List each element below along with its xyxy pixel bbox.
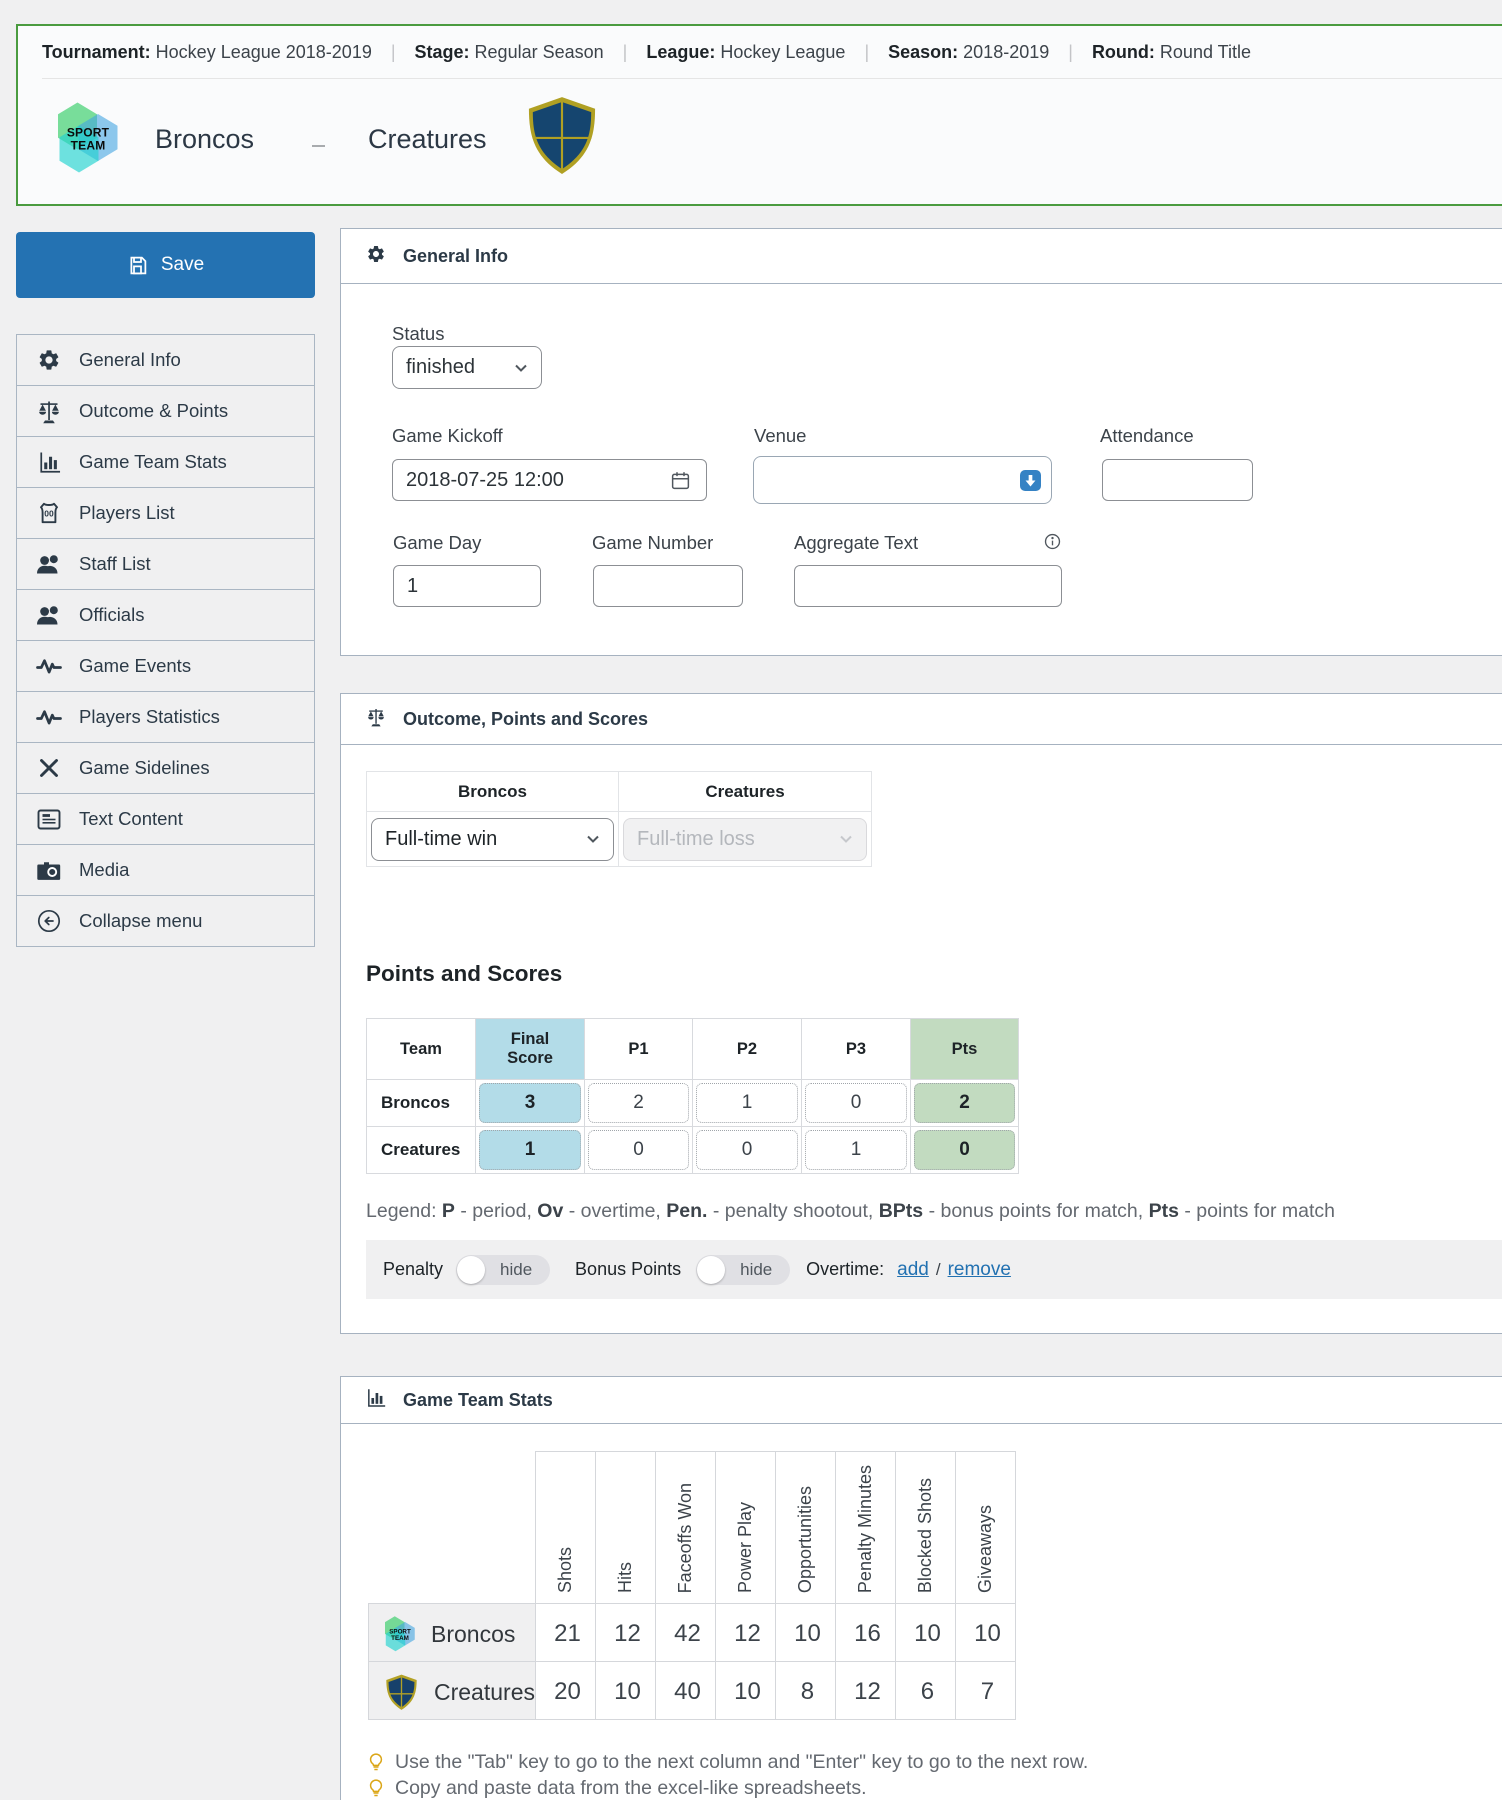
- svg-text:00: 00: [44, 509, 54, 519]
- svg-text:TEAM: TEAM: [71, 139, 106, 153]
- svg-text:SPORT: SPORT: [389, 1629, 411, 1636]
- svg-text:TEAM: TEAM: [391, 1635, 409, 1642]
- svg-text:SPORT: SPORT: [67, 126, 110, 140]
